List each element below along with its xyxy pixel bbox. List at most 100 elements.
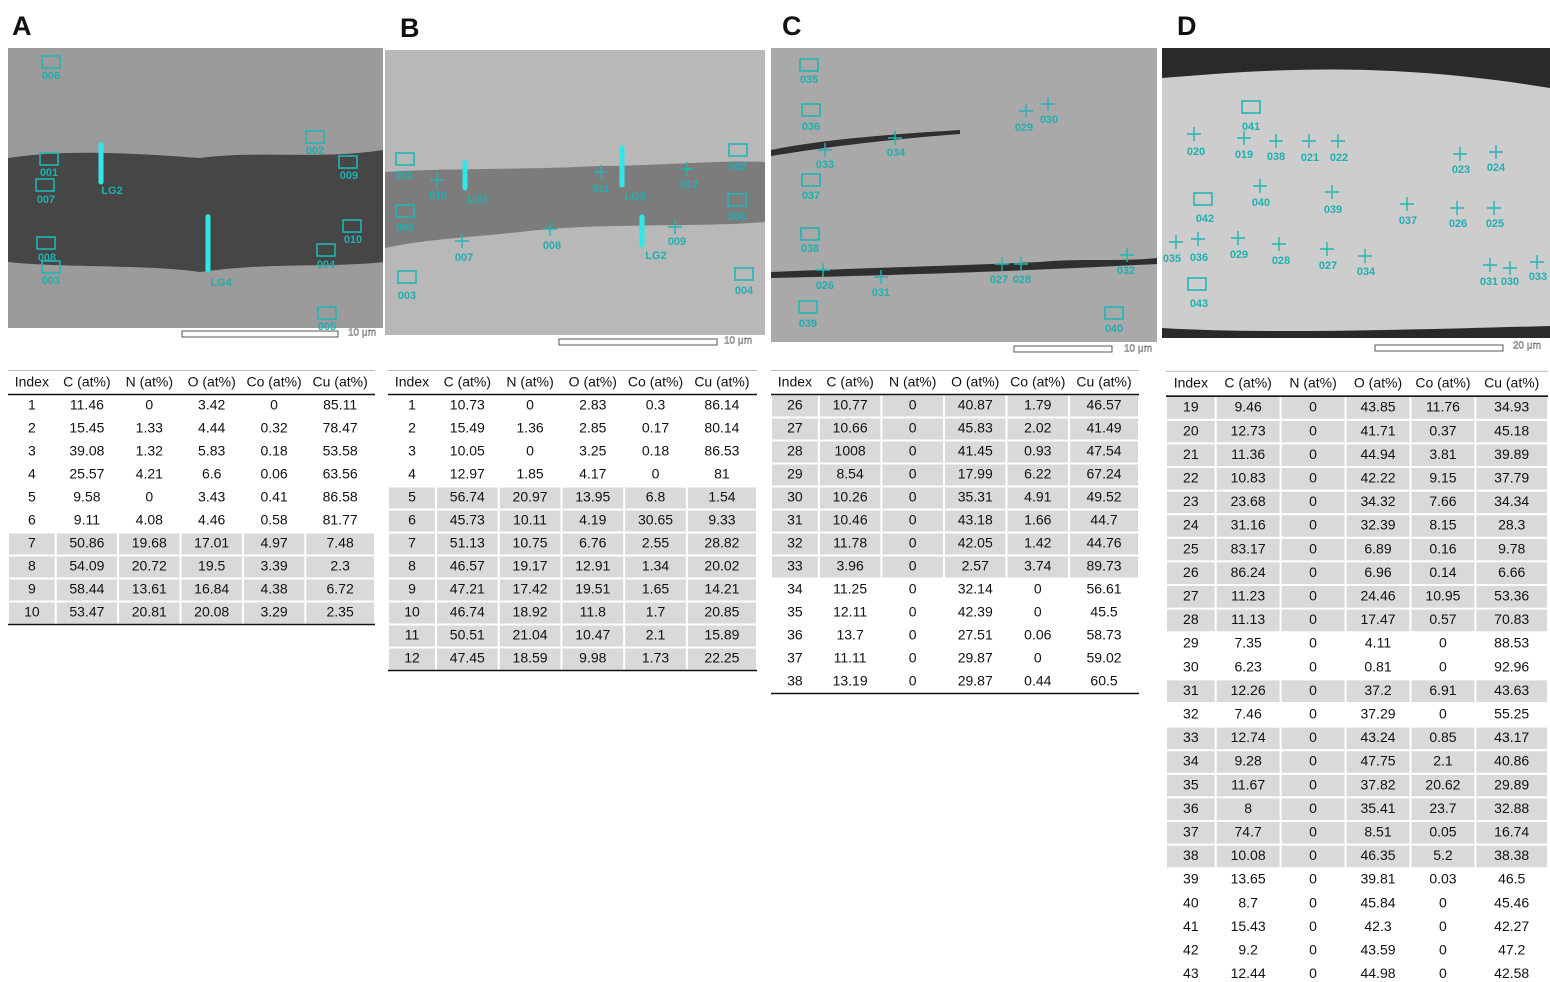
- table-cell: 5.83: [198, 443, 225, 459]
- table-cell: 2.1: [1433, 753, 1453, 769]
- table-cell: 17.47: [1360, 611, 1395, 627]
- table-cell: 0: [1309, 517, 1317, 533]
- table-cell: 0.32: [260, 420, 287, 436]
- table-cell: 0: [526, 397, 534, 413]
- annotation-label: 004: [317, 259, 336, 271]
- table-cell: 8.54: [836, 466, 863, 482]
- table-header: Cu (at%): [313, 374, 368, 390]
- table-cell: 26: [1183, 564, 1199, 580]
- table-cell: 8: [28, 558, 36, 574]
- annotation-label: 001: [395, 170, 413, 182]
- annotation-label: 034: [1357, 266, 1376, 278]
- table-cell: 37: [787, 650, 803, 666]
- table-cell: 29.87: [958, 650, 993, 666]
- table-cell: 5.2: [1433, 847, 1453, 863]
- table-cell: 30: [787, 489, 803, 505]
- line-scan-point: [462, 160, 467, 165]
- table-cell: 20.85: [704, 604, 739, 620]
- table-cell: 19: [1183, 399, 1199, 415]
- table-header: Index: [15, 374, 49, 390]
- table-cell: 46.5: [1498, 871, 1525, 887]
- table-header: Co (at%): [1010, 374, 1065, 390]
- table-cell: 44.7: [1090, 512, 1117, 528]
- table-cell: 13.19: [833, 673, 868, 689]
- table-cell: 0: [1439, 658, 1447, 674]
- annotation-label: 035: [800, 74, 818, 86]
- table-cell: 23.7: [1429, 800, 1456, 816]
- table-cell: 56.74: [450, 489, 485, 505]
- table-cell: 50.86: [69, 535, 104, 551]
- annotation-label: 002: [306, 145, 324, 157]
- annotation-label: 012: [680, 179, 698, 191]
- table-cell: 0: [1439, 942, 1447, 958]
- table-cell: 11.23: [1231, 588, 1265, 604]
- table-cell: 34.32: [1360, 493, 1395, 509]
- annotation-label: 033: [816, 159, 834, 171]
- table-cell: 0: [1309, 399, 1317, 415]
- table-cell: 0: [1309, 540, 1317, 556]
- table-cell: 7: [408, 535, 416, 551]
- line-scan-point: [462, 184, 467, 189]
- table-cell: 3.43: [198, 489, 225, 505]
- table-cell: 0: [1309, 706, 1317, 722]
- annotation-label: 007: [455, 252, 473, 264]
- table-cell: 4.44: [198, 420, 225, 436]
- table-cell: 9.2: [1238, 942, 1258, 958]
- table-cell: 36: [787, 627, 803, 643]
- table-cell: 0: [1309, 588, 1317, 604]
- table-cell: 39: [1183, 871, 1199, 887]
- table-cell: 4.19: [579, 512, 606, 528]
- annotation-label: 036: [1190, 252, 1208, 264]
- annotation-label: 040: [1105, 323, 1123, 335]
- table-cell: 55.25: [1494, 706, 1529, 722]
- annotation-label: 033: [1529, 271, 1547, 283]
- micrograph-feature: [8, 150, 383, 272]
- table-cell: 42: [1183, 942, 1199, 958]
- table-cell: 4.17: [579, 466, 606, 482]
- table-cell: 41.45: [958, 443, 993, 459]
- line-scan-point: [98, 148, 103, 153]
- micrograph-feature: [1162, 70, 1550, 332]
- line-scan-point: [98, 154, 103, 159]
- table-cell: 9.98: [579, 650, 606, 666]
- table-header: N (at%): [506, 374, 553, 390]
- table-cell: 3.81: [1429, 446, 1456, 462]
- line-scan-point: [205, 214, 210, 219]
- table-cell: 58.44: [69, 581, 104, 597]
- line-scan-point: [619, 163, 624, 168]
- table-cell: 30: [1183, 658, 1199, 674]
- table-cell: 32.88: [1494, 800, 1529, 816]
- panel-letter: D: [1177, 11, 1197, 41]
- table-cell: 6: [408, 512, 416, 528]
- table-cell: 0: [1034, 604, 1042, 620]
- table-cell: 0: [1309, 635, 1317, 651]
- table-cell: 35: [1183, 776, 1199, 792]
- table-cell: 0: [652, 466, 660, 482]
- table-cell: 15.89: [704, 627, 739, 643]
- annotation-label: 031: [872, 287, 890, 299]
- table-cell: 0.3: [646, 397, 666, 413]
- table-cell: 32.39: [1360, 517, 1395, 533]
- panel: C035036033034037038026031039029030027028…: [771, 11, 1157, 693]
- line-scan-point: [205, 256, 210, 261]
- annotation-label: LG1: [467, 194, 488, 206]
- table-cell: 4: [408, 466, 416, 482]
- table-cell: 4.38: [260, 581, 287, 597]
- table-cell: 37.29: [1360, 706, 1395, 722]
- table-header: N (at%): [889, 374, 936, 390]
- line-scan-point: [619, 169, 624, 174]
- table-header: Co (at%): [1415, 375, 1470, 391]
- annotation-label: 029: [1015, 122, 1033, 134]
- table-cell: 13.7: [836, 627, 863, 643]
- table-cell: 9.58: [73, 489, 100, 505]
- table-cell: 0.05: [1429, 824, 1456, 840]
- table-cell: 14.21: [704, 581, 739, 597]
- line-scan-point: [98, 172, 103, 177]
- table-cell: 9.28: [1235, 753, 1262, 769]
- annotation-label: 023: [1452, 164, 1470, 176]
- table-header: O (at%): [569, 374, 617, 390]
- table-cell: 0: [1309, 918, 1317, 934]
- table-cell: 11: [405, 627, 420, 643]
- table-cell: 40.87: [958, 397, 993, 413]
- table-cell: 4.97: [260, 535, 287, 551]
